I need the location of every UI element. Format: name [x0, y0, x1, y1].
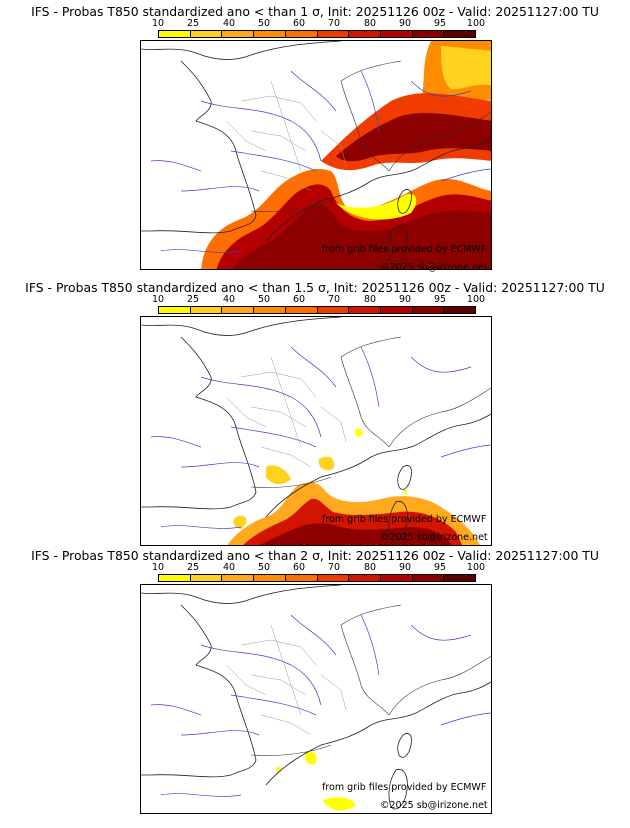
colorbar-label: 80	[363, 294, 377, 305]
colorbar-segment	[159, 575, 191, 581]
probability-area	[232, 203, 491, 269]
colorbar-segment	[190, 31, 223, 37]
colorbar-label: 25	[186, 562, 200, 573]
credit-copyright: ©2025 sb@irizone.net	[380, 262, 488, 273]
colorbar-segment	[444, 575, 476, 581]
colorbar-label: 70	[327, 18, 341, 29]
probability-area	[336, 193, 417, 220]
colorbar-label: 40	[222, 294, 236, 305]
colorbar-segment	[380, 307, 413, 313]
credit-source: from grib files provided by ECMWF	[322, 514, 487, 525]
colorbar-label: 95	[433, 18, 447, 29]
panel-2: IFS - Probas T850 standardized ano < tha…	[0, 280, 630, 548]
colorbar-labels: 10 25 40 50 60 70 80 90 95 100	[150, 294, 490, 306]
colorbar-label: 10	[151, 18, 165, 29]
colorbar-label: 100	[466, 294, 486, 305]
colorbar-label: 40	[222, 18, 236, 29]
colorbar-label: 100	[466, 562, 486, 573]
colorbar-segment	[285, 31, 318, 37]
colorbar-segment	[254, 575, 286, 581]
colorbar	[158, 306, 476, 314]
colorbar-labels: 10 25 40 50 60 70 80 90 95 100	[150, 562, 490, 574]
colorbar-segment	[159, 307, 191, 313]
colorbar-label: 70	[327, 562, 341, 573]
probability-area	[266, 465, 291, 485]
colorbar-label: 90	[398, 294, 412, 305]
credit-copyright: ©2025 sb@irizone.net	[380, 532, 488, 543]
colorbar-segment	[254, 31, 286, 37]
colorbar-label: 25	[186, 294, 200, 305]
panel-title: IFS - Probas T850 standardized ano < tha…	[31, 4, 599, 19]
probability-area	[354, 428, 363, 437]
colorbar-label: 10	[151, 294, 165, 305]
credit-source: from grib files provided by ECMWF	[322, 244, 487, 255]
colorbar-segment	[349, 575, 381, 581]
colorbar-label: 10	[151, 562, 165, 573]
colorbar-segment	[190, 307, 223, 313]
panel-title: IFS - Probas T850 standardized ano < tha…	[25, 280, 605, 295]
colorbar-label: 60	[292, 18, 306, 29]
probability-area	[233, 515, 247, 529]
colorbar-label: 100	[466, 18, 486, 29]
colorbar-segment	[412, 575, 445, 581]
probability-area	[336, 113, 491, 162]
colorbar-segment	[159, 31, 191, 37]
colorbar-segment	[285, 307, 318, 313]
colorbar-segment	[222, 575, 255, 581]
probability-area	[259, 523, 452, 545]
colorbar-segment	[317, 31, 350, 37]
probability-area	[441, 46, 491, 90]
colorbar-segment	[349, 31, 381, 37]
probability-map	[140, 584, 492, 814]
colorbar-label: 95	[433, 294, 447, 305]
colorbar-segment	[222, 307, 255, 313]
colorbar-label: 50	[257, 294, 271, 305]
colorbar-segment	[254, 307, 286, 313]
colorbar-segment	[380, 575, 413, 581]
panel-3: IFS - Probas T850 standardized ano < tha…	[0, 548, 630, 816]
credit-copyright: ©2025 sb@irizone.net	[380, 800, 488, 811]
colorbar-segment	[349, 307, 381, 313]
colorbar-segment	[444, 307, 476, 313]
colorbar-label: 60	[292, 562, 306, 573]
map-canvas	[141, 41, 491, 269]
colorbar-label: 50	[257, 18, 271, 29]
colorbar-segment	[317, 575, 350, 581]
colorbar-label: 90	[398, 562, 412, 573]
colorbar-segment	[412, 307, 445, 313]
probability-area	[323, 797, 356, 811]
colorbar-label: 40	[222, 562, 236, 573]
colorbar-segment	[317, 307, 350, 313]
probability-area	[318, 456, 335, 471]
map-canvas	[141, 585, 491, 811]
map-canvas	[141, 317, 491, 545]
panel-1: IFS - Probas T850 standardized ano < tha…	[0, 4, 630, 273]
colorbar-segment	[412, 31, 445, 37]
colorbar	[158, 574, 476, 582]
colorbar	[158, 30, 476, 38]
colorbar-segment	[380, 31, 413, 37]
colorbar-label: 80	[363, 18, 377, 29]
colorbar-segment	[285, 575, 318, 581]
colorbar-segment	[190, 575, 223, 581]
colorbar-label: 50	[257, 562, 271, 573]
credit-source: from grib files provided by ECMWF	[322, 782, 487, 793]
colorbar-label: 60	[292, 294, 306, 305]
probability-map	[140, 316, 492, 546]
probability-area	[403, 488, 408, 495]
colorbar-labels: 10 25 40 50 60 70 80 90 95 100	[150, 18, 490, 30]
colorbar-label: 25	[186, 18, 200, 29]
colorbar-segment	[222, 31, 255, 37]
probability-map	[140, 40, 492, 270]
colorbar-label: 90	[398, 18, 412, 29]
colorbar-label: 70	[327, 294, 341, 305]
colorbar-label: 80	[363, 562, 377, 573]
panel-title: IFS - Probas T850 standardized ano < tha…	[31, 548, 599, 563]
colorbar-label: 95	[433, 562, 447, 573]
probability-area	[305, 751, 317, 765]
colorbar-segment	[444, 31, 476, 37]
